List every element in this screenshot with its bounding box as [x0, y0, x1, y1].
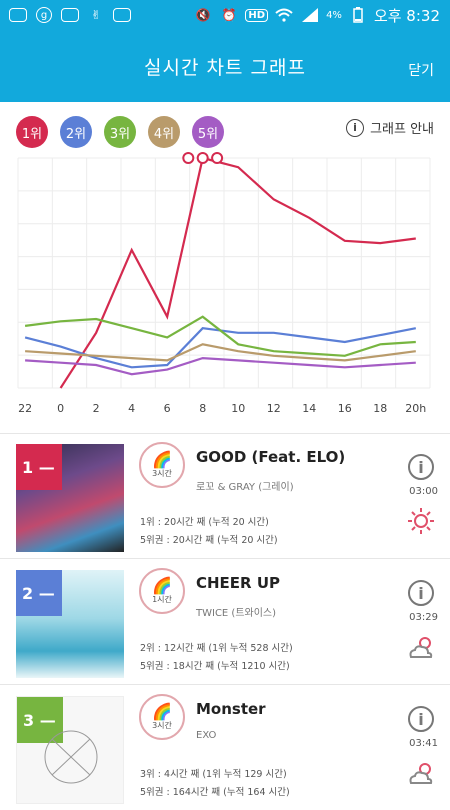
rank-badge: 3 — [17, 697, 63, 743]
realtime-chart [0, 150, 450, 430]
gallery-icon [60, 6, 80, 24]
x-tick-label: 20h [405, 402, 427, 415]
rainbow-icon: 🌈 [152, 701, 172, 721]
x-tick-label: 12 [266, 402, 281, 415]
x-tick-label: 4 [128, 402, 136, 415]
partly-cloudy-icon [409, 763, 433, 784]
page-title: 실시간 차트 그래프 [144, 56, 306, 79]
peak-marker [182, 152, 195, 164]
album-cover: 3 — [16, 696, 124, 804]
series-line-5 [25, 356, 416, 376]
rank-chip-3[interactable]: 3위 [104, 116, 136, 148]
entry-time: 03:00 [409, 486, 438, 497]
series-line-1 [59, 156, 416, 389]
battery-icon [348, 6, 368, 24]
rank-badge: 2 — [16, 570, 62, 616]
partly-cloudy-icon [409, 637, 433, 658]
chart-row-1[interactable]: 1 — 🌈 3시간 GOOD (Feat. ELO) 로꼬 & GRAY (그레… [0, 434, 450, 559]
app-icon [112, 6, 132, 24]
rank-stat: 1위 : 20시간 째 (누적 20 시간) [140, 517, 269, 528]
album-art-symbol [44, 730, 98, 784]
x-tick-label: 0 [57, 402, 65, 415]
duration-badge: 🌈 3시간 [139, 694, 185, 740]
album-cover: 1 — [16, 444, 124, 552]
mute-icon: 🔇 [195, 8, 211, 22]
song-title: CHEER UP [196, 574, 281, 592]
wifi-icon [274, 6, 294, 24]
app-g-icon: g [34, 6, 54, 24]
entry-time: 03:29 [409, 612, 438, 623]
chart-svg [17, 152, 431, 389]
duration-badge: 🌈 1시간 [139, 568, 185, 614]
x-tick-label: 14 [302, 402, 317, 415]
chart-row-2[interactable]: 2 — 🌈 1시간 CHEER UP TWICE (트와이스) 2위 : 12시… [0, 560, 450, 685]
x-tick-label: 18 [373, 402, 388, 415]
rank-stat: 3위 : 4시간 째 (1위 누적 129 시간) [140, 769, 287, 780]
artist-name: TWICE (트와이스) [196, 608, 277, 619]
alarm-icon: ⏰ [221, 8, 237, 22]
x-tick-label: 22 [18, 402, 33, 415]
rainbow-icon: 🌈 [152, 449, 172, 469]
top5-stat: 5위권 : 20시간 째 (누적 20 시간) [140, 535, 278, 546]
song-title: Monster [196, 700, 266, 718]
rank-chip-4[interactable]: 4위 [148, 116, 180, 148]
graph-guide-button[interactable]: i 그래프 안내 [346, 118, 434, 137]
graph-guide-label: 그래프 안내 [370, 122, 434, 137]
series-line-3 [24, 315, 416, 357]
hd-icon: HD [245, 8, 269, 22]
rank-chip-5[interactable]: 5위 [192, 116, 224, 148]
duration-badge: 🌈 3시간 [139, 442, 185, 488]
series-line-4 [25, 343, 416, 362]
rainbow-icon: 🌈 [152, 575, 172, 595]
song-title: GOOD (Feat. ELO) [196, 448, 346, 466]
sun-icon [408, 508, 434, 534]
battery-percent: 4% [326, 9, 342, 21]
clock: 오후 8:32 [373, 6, 440, 25]
artist-name: EXO [196, 730, 217, 741]
info-icon[interactable]: i [408, 580, 434, 606]
app-header: 실시간 차트 그래프 닫기 [0, 30, 450, 102]
x-tick-label: 6 [163, 402, 171, 415]
x-tick-label: 8 [199, 402, 207, 415]
entry-time: 03:41 [409, 738, 438, 749]
status-bar: g ✌ 🔇 ⏰ HD 4% 오후 8:32 [0, 0, 450, 30]
album-cover: 2 — [16, 570, 124, 678]
top5-stat: 5위권 : 18시간 째 (누적 1210 시간) [140, 661, 290, 672]
close-button[interactable]: 닫기 [408, 63, 434, 79]
peak-marker [211, 152, 224, 164]
peace-icon: ✌ [90, 8, 102, 22]
top5-stat: 5위권 : 164시간 째 (누적 164 시간) [140, 787, 290, 798]
rank-stat: 2위 : 12시간 째 (1위 누적 528 시간) [140, 643, 293, 654]
message-icon [8, 6, 28, 24]
divider [0, 433, 450, 434]
artist-name: 로꼬 & GRAY (그레이) [196, 482, 294, 493]
info-icon: i [346, 118, 365, 137]
signal-icon [300, 6, 320, 24]
rank-badge: 1 — [16, 444, 62, 490]
x-tick-label: 10 [231, 402, 246, 415]
x-tick-label: 2 [92, 402, 100, 415]
info-icon[interactable]: i [408, 706, 434, 732]
rank-legend: 1위 2위 3위 4위 5위 [16, 116, 224, 148]
peak-marker [196, 152, 209, 164]
rank-chip-1[interactable]: 1위 [16, 116, 48, 148]
x-tick-label: 16 [337, 402, 352, 415]
rank-chip-2[interactable]: 2위 [60, 116, 92, 148]
info-icon[interactable]: i [408, 454, 434, 480]
chart-row-3[interactable]: 3 — 🌈 3시간 Monster EXO 3위 : 4시간 째 (1위 누적 … [0, 686, 450, 810]
x-axis-labels: 22 0 2 4 6 8 10 12 14 16 18 20h [0, 402, 450, 422]
